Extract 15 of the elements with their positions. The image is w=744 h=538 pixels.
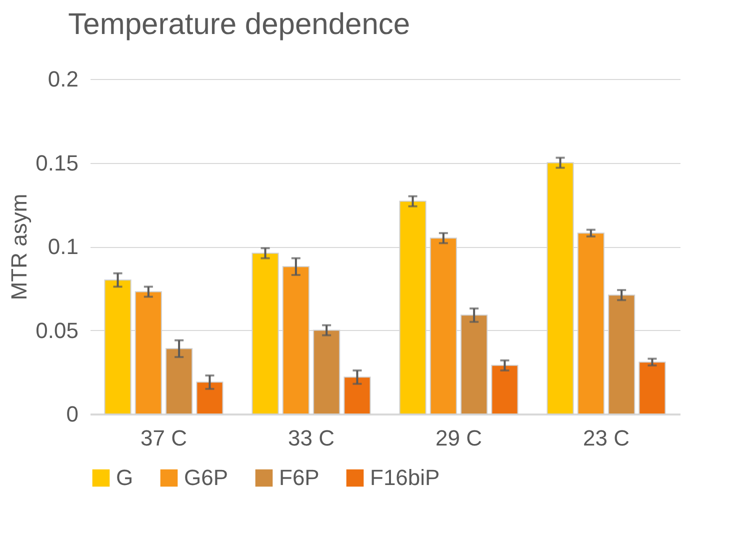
y-tick-label: 0.15 — [36, 150, 78, 176]
legend-label: G — [116, 465, 134, 490]
y-tick-label: 0.1 — [48, 234, 78, 259]
x-tick-label: 37 C — [140, 426, 188, 450]
chart-title: Temperature dependence — [68, 8, 410, 41]
legend-label: G6P — [184, 465, 228, 490]
legend-label: F16biP — [370, 465, 440, 490]
x-tick-label: 23 C — [583, 426, 630, 450]
y-tick-label: 0.2 — [48, 66, 78, 92]
y-axis-title: MTR asym — [6, 194, 32, 300]
y-tick-label: 0 — [66, 402, 78, 426]
legend-label: F6P — [279, 465, 320, 490]
x-tick-label: 33 C — [288, 426, 335, 450]
x-tick-label: 29 C — [436, 426, 482, 450]
y-tick-label: 0.05 — [36, 318, 78, 343]
